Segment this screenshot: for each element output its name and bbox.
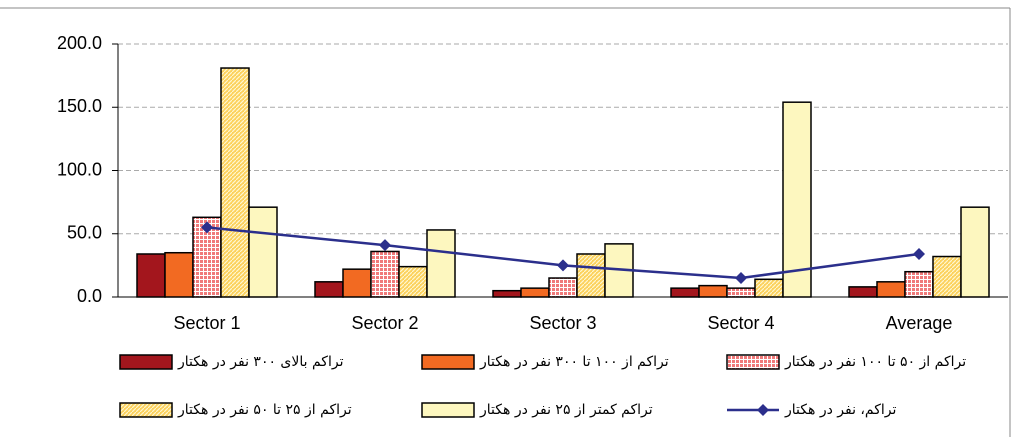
legend-swatch [119, 354, 173, 370]
y-tick-label: 100.0 [57, 159, 102, 179]
bar [220, 67, 250, 298]
legend-label: تراکم از ۱۰۰ تا ۳۰۰ نفر در هکتار [479, 354, 669, 370]
marker [913, 247, 925, 260]
marker [557, 259, 569, 272]
bar [548, 277, 578, 298]
bar [726, 287, 756, 298]
bar [904, 270, 934, 298]
bar [848, 286, 878, 298]
bar [342, 268, 372, 298]
y-tick-label: 0.0 [77, 286, 102, 306]
y-tick-label: 50.0 [67, 223, 102, 243]
bar [698, 284, 728, 298]
bar [426, 229, 456, 298]
legend-label: تراکم کمتر از ۲۵ نفر در هکتار [479, 402, 653, 418]
bar [932, 255, 962, 298]
bar [670, 287, 700, 298]
legend-swatch [421, 354, 475, 370]
marker [379, 239, 391, 252]
x-tick-label: Sector 4 [707, 313, 774, 333]
legend-label: تراکم بالای ۳۰۰ نفر در هکتار [177, 354, 344, 370]
bar [248, 206, 278, 298]
legend-label: تراکم، نفر در هکتار [784, 402, 897, 418]
y-tick-label: 150.0 [57, 96, 102, 116]
bar [576, 253, 606, 298]
bar [782, 101, 812, 298]
marker [735, 272, 747, 285]
x-tick-label: Sector 2 [351, 313, 418, 333]
x-tick-label: Sector 1 [173, 313, 240, 333]
marker [201, 221, 213, 234]
bar [876, 281, 906, 298]
bar [754, 278, 784, 298]
legend-swatch [119, 402, 173, 418]
x-tick-label: Sector 3 [529, 313, 596, 333]
x-tick-label: Average [886, 313, 953, 333]
bar [960, 206, 990, 298]
bar [370, 250, 400, 298]
legend-swatch [421, 402, 475, 418]
bar [520, 287, 550, 298]
bar [314, 281, 344, 298]
bar [136, 253, 166, 298]
bar [398, 265, 428, 298]
legend-label: تراکم از ۵۰ تا ۱۰۰ نفر در هکتار [784, 354, 966, 370]
marker [757, 404, 769, 416]
legend-swatch [726, 354, 780, 370]
bar [492, 289, 522, 298]
y-tick-label: 200.0 [57, 33, 102, 53]
legend-label: تراکم از ۲۵ تا ۵۰ نفر در هکتار [177, 402, 352, 418]
bar [164, 251, 194, 298]
